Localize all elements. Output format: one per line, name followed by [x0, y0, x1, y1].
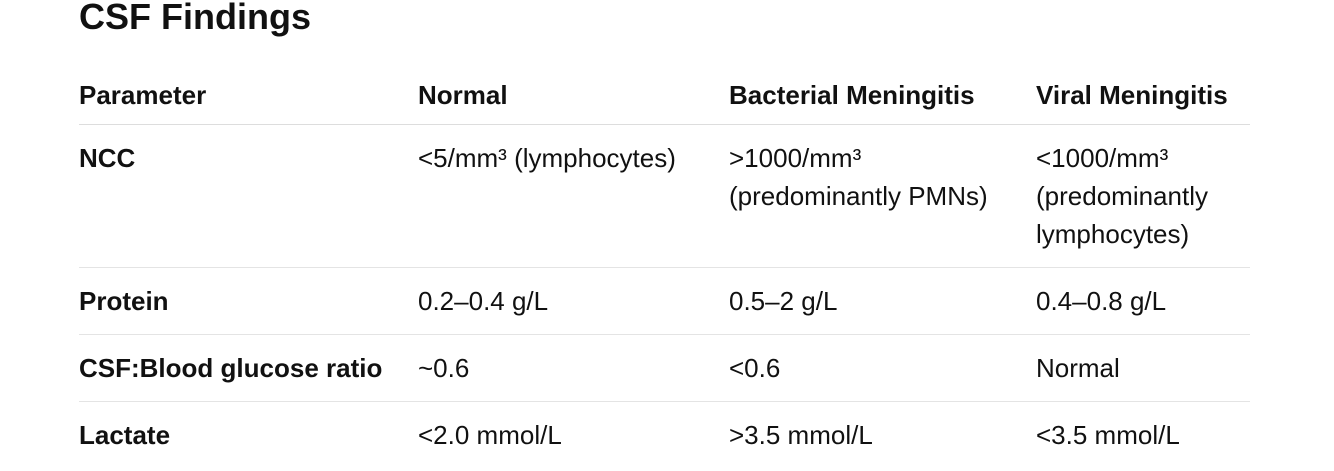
table-cell: Lactate — [79, 420, 171, 450]
header-row: Parameter Normal Bacterial Meningitis Viral… — [79, 70, 1250, 125]
title: CSF Findings — [79, 0, 311, 37]
table-cell: 0.4–0.8 g/L — [1036, 267, 1250, 335]
table-row: CSF:Blood glucose ratio ~0.6 <0.6 Normal — [79, 334, 1250, 402]
findings-table: Parameter Normal Bacterial Meningitis Viral… — [79, 70, 1250, 468]
table-row: Protein 0.2–0.4 g/L 0.5–2 g/L 0.4–0.8 g/L — [79, 267, 1250, 335]
table-cell: ~0.6 — [418, 334, 729, 402]
table-row: NCC <5/mm³ (lymphocytes) >1000/mm³ (predom… — [79, 124, 1250, 268]
table-cell: Protein — [79, 267, 418, 335]
table-cell: >3.5 mmol/L — [729, 420, 873, 450]
table-cell: 0.5–2 g/L — [729, 267, 1036, 335]
table-cell: <2.0 mmol/L — [418, 420, 562, 450]
header-cell: Parameter — [79, 70, 418, 125]
table-cell: NCC — [79, 124, 418, 268]
table-cell: CSF:Blood glucose ratio — [79, 334, 418, 402]
table-cell: <3.5 mmol/L — [1036, 420, 1180, 450]
table-cell: Normal — [1036, 334, 1250, 402]
table-cell: 0.2–0.4 g/L — [418, 267, 729, 335]
header-cell: Normal — [418, 70, 729, 125]
header-cell: Viral Meningitis — [1036, 70, 1250, 125]
table-cell: <5/mm³ (lymphocytes) — [418, 124, 729, 268]
table-cell: <1000/mm³ (predominantly lymphocytes) — [1036, 124, 1250, 268]
header-cell: Bacterial Meningitis — [729, 70, 1036, 125]
table-cell: <0.6 — [729, 334, 1036, 402]
table-cell: >1000/mm³ (predominantly PMNs) — [729, 124, 1036, 268]
table-row: Lactate <2.0 mmol/L >3.5 mmol/L <3.5 mmol/L — [79, 402, 1250, 469]
